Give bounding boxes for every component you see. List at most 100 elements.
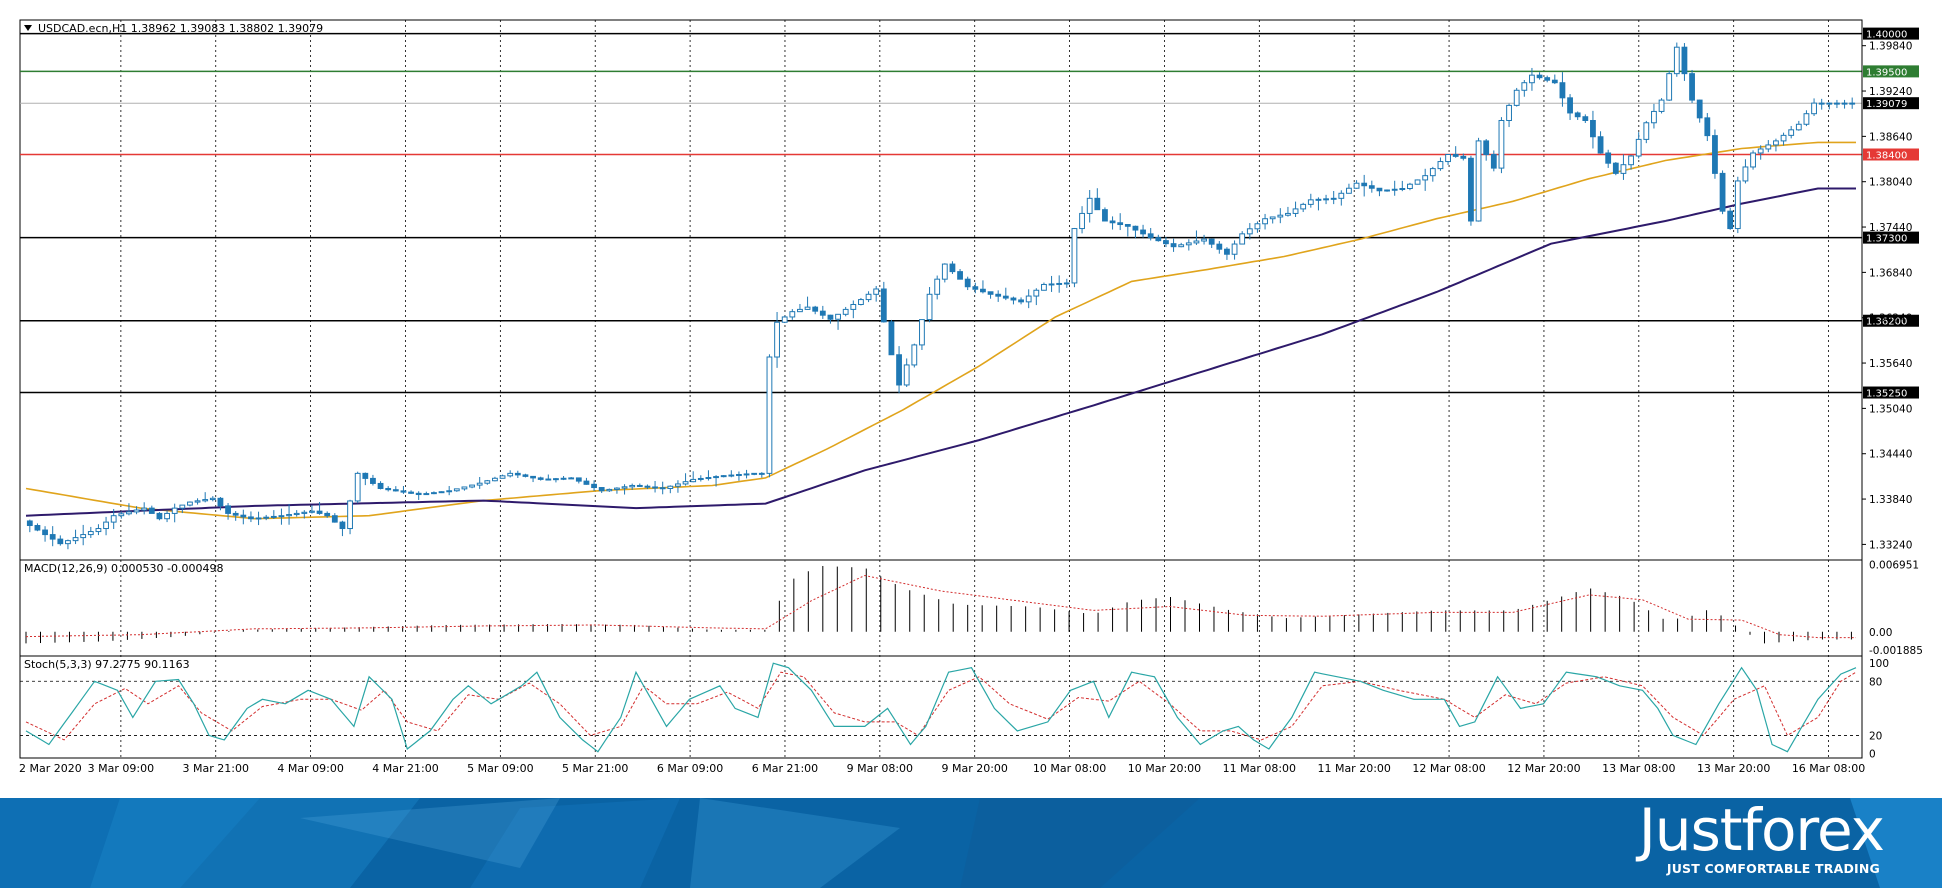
candle[interactable] xyxy=(1673,42,1680,77)
candle[interactable] xyxy=(49,526,56,547)
candle[interactable] xyxy=(453,488,460,492)
candle[interactable] xyxy=(987,291,994,299)
candle[interactable] xyxy=(1338,190,1345,206)
candle[interactable] xyxy=(103,516,109,536)
candle[interactable] xyxy=(1201,234,1207,245)
candle[interactable] xyxy=(1422,168,1429,191)
candle[interactable] xyxy=(1757,145,1764,160)
candle[interactable] xyxy=(1018,297,1024,305)
time-axis[interactable]: 2 Mar 2020 3 Mar 09:00 3 Mar 21:00 4 Mar 09… xyxy=(19,757,1865,775)
candle[interactable] xyxy=(1658,98,1665,114)
candle[interactable] xyxy=(187,501,193,507)
candle[interactable] xyxy=(1163,237,1169,248)
candle[interactable] xyxy=(141,502,148,515)
candle[interactable] xyxy=(1780,132,1787,146)
candle[interactable] xyxy=(1536,72,1543,80)
candle[interactable] xyxy=(1841,99,1848,109)
candle[interactable] xyxy=(1277,208,1284,224)
candle[interactable] xyxy=(1590,110,1596,149)
candle[interactable] xyxy=(1437,157,1444,171)
candle[interactable] xyxy=(461,486,468,491)
candle[interactable] xyxy=(850,300,857,319)
candle[interactable] xyxy=(575,477,582,484)
candle[interactable] xyxy=(583,477,590,485)
candle[interactable] xyxy=(644,484,651,490)
candle[interactable] xyxy=(598,487,605,494)
candle[interactable] xyxy=(194,498,201,505)
candle[interactable] xyxy=(1025,289,1032,309)
candle[interactable] xyxy=(1193,230,1200,245)
candle[interactable] xyxy=(614,487,620,494)
candle[interactable] xyxy=(248,511,254,523)
candle[interactable] xyxy=(1155,234,1162,242)
candle[interactable] xyxy=(903,358,910,388)
candle[interactable] xyxy=(286,503,292,525)
candle[interactable] xyxy=(469,484,475,489)
candle[interactable] xyxy=(682,473,689,486)
candle[interactable] xyxy=(1185,239,1192,251)
candle[interactable] xyxy=(758,472,765,478)
candle[interactable] xyxy=(232,511,239,521)
candle[interactable] xyxy=(667,485,674,494)
candle[interactable] xyxy=(1818,98,1825,110)
candle[interactable] xyxy=(240,509,247,525)
candle[interactable] xyxy=(858,297,864,306)
candle[interactable] xyxy=(1376,187,1383,197)
candle[interactable] xyxy=(263,514,270,521)
candle[interactable] xyxy=(812,305,819,315)
candle[interactable] xyxy=(110,508,117,529)
candle[interactable] xyxy=(880,281,887,323)
candle[interactable] xyxy=(1147,227,1154,241)
candle[interactable] xyxy=(316,502,323,515)
candle[interactable] xyxy=(72,529,79,545)
candle[interactable] xyxy=(736,471,742,481)
candle[interactable] xyxy=(171,503,178,523)
candle[interactable] xyxy=(1285,206,1291,217)
candle[interactable] xyxy=(560,476,567,481)
candle[interactable] xyxy=(865,291,872,303)
candle[interactable] xyxy=(926,287,933,323)
candle[interactable] xyxy=(675,480,681,493)
candle[interactable] xyxy=(209,496,216,502)
candle[interactable] xyxy=(499,474,506,479)
candle[interactable] xyxy=(919,319,925,351)
candle[interactable] xyxy=(1452,146,1459,158)
candle[interactable] xyxy=(804,296,811,310)
candle[interactable] xyxy=(797,304,803,313)
candle[interactable] xyxy=(941,263,948,283)
candle[interactable] xyxy=(1307,193,1314,208)
price-axis[interactable]: 1.40000 1.39500 1.38400 1.37300 1.36200 1.352… xyxy=(1861,20,1923,760)
candle[interactable] xyxy=(1002,287,1009,301)
candle[interactable] xyxy=(1300,202,1307,213)
candle[interactable] xyxy=(1529,67,1535,91)
candle[interactable] xyxy=(331,513,338,523)
candle[interactable] xyxy=(301,510,308,519)
candle[interactable] xyxy=(309,505,315,514)
candle[interactable] xyxy=(1666,70,1673,101)
candle[interactable] xyxy=(1795,120,1802,131)
candle[interactable] xyxy=(972,282,979,294)
candle[interactable] xyxy=(819,305,826,319)
candle[interactable] xyxy=(713,475,719,487)
candle[interactable] xyxy=(1292,201,1299,217)
candle[interactable] xyxy=(148,505,155,514)
candle[interactable] xyxy=(507,470,514,478)
candle[interactable] xyxy=(446,486,453,496)
candle[interactable] xyxy=(1330,190,1337,205)
candle[interactable] xyxy=(476,476,483,489)
candle[interactable] xyxy=(34,523,41,532)
candle[interactable] xyxy=(1834,99,1840,109)
candle[interactable] xyxy=(522,473,529,478)
candle[interactable] xyxy=(339,520,346,537)
candle[interactable] xyxy=(1605,149,1612,168)
candle[interactable] xyxy=(1468,155,1474,226)
candle[interactable] xyxy=(1117,213,1124,231)
candle[interactable] xyxy=(1353,180,1360,189)
candle[interactable] xyxy=(1231,240,1238,260)
candle[interactable] xyxy=(1063,278,1070,288)
candle[interactable] xyxy=(553,477,559,483)
candle[interactable] xyxy=(1254,221,1261,233)
candle[interactable] xyxy=(1696,99,1703,123)
candle[interactable] xyxy=(1262,213,1268,230)
candle[interactable] xyxy=(606,488,613,492)
